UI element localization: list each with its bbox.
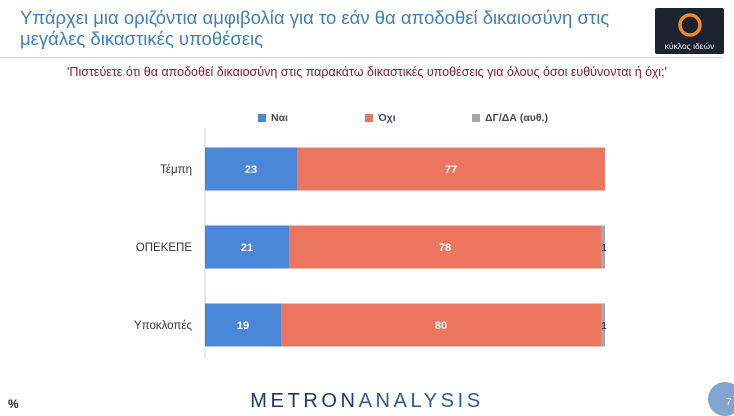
data-label: 1 xyxy=(601,243,607,254)
bar-segment xyxy=(281,303,601,347)
bar-segment xyxy=(601,225,605,269)
category-label: ΟΠΕΚΕΠΕ xyxy=(136,242,193,254)
legend-swatch-no xyxy=(365,114,373,122)
legend-swatch-dk xyxy=(472,114,480,122)
legend-swatch-yes xyxy=(258,114,266,122)
category-label: Υποκλοπές xyxy=(134,320,192,332)
bar-segment xyxy=(205,147,297,191)
brand-analysis: ANALYSIS xyxy=(358,390,484,412)
legend-item-dk: ΔΓ/ΔΑ (αυθ.) xyxy=(472,112,548,124)
brand-metron: METRON xyxy=(250,390,359,412)
bar-segment xyxy=(297,147,605,191)
data-label: 78 xyxy=(439,242,451,254)
unit-label: % xyxy=(8,397,19,411)
chart-legend: Ναι Όχι ΔΓ/ΔΑ (αυθ.) xyxy=(0,112,734,128)
bar-segment xyxy=(601,303,605,347)
category-label: Τέμπη xyxy=(160,164,192,176)
bar-segment xyxy=(205,225,289,269)
kyklos-ideon-logo: κύκλος ιδεών xyxy=(655,8,724,54)
stacked-bar-chart: Τέμπη 23 77 ΟΠΕΚΕΠΕ 21 78 1 Υποκλοπές 19 80 1 xyxy=(134,128,607,358)
bar-segment xyxy=(205,303,281,347)
logo-text: κύκλος ιδεών xyxy=(664,41,715,51)
legend-label-yes: Ναι xyxy=(271,112,288,124)
legend-label-dk: ΔΓ/ΔΑ (αυθ.) xyxy=(485,112,548,124)
data-label: 21 xyxy=(241,242,253,254)
data-label: 80 xyxy=(435,320,447,332)
metron-analysis-logo: METRONANALYSIS xyxy=(0,390,734,413)
page-badge xyxy=(708,382,734,416)
data-label: 1 xyxy=(601,321,607,332)
title-divider xyxy=(0,57,722,58)
legend-item-no: Όχι xyxy=(365,112,396,124)
page-number: 7 xyxy=(726,397,732,408)
legend-label-no: Όχι xyxy=(378,112,396,124)
data-label: 19 xyxy=(237,320,249,332)
bar-segment xyxy=(289,225,601,269)
circle-logo-icon xyxy=(678,13,702,37)
page-title: Υπάρχει μια οριζόντια αμφιβολία για το ε… xyxy=(20,7,610,49)
survey-question: 'Πιστεύετε ότι θα αποδοθεί δικαιοσύνη στ… xyxy=(67,65,667,79)
data-label: 77 xyxy=(445,164,457,176)
legend-item-yes: Ναι xyxy=(258,112,288,124)
data-label: 23 xyxy=(245,164,257,176)
